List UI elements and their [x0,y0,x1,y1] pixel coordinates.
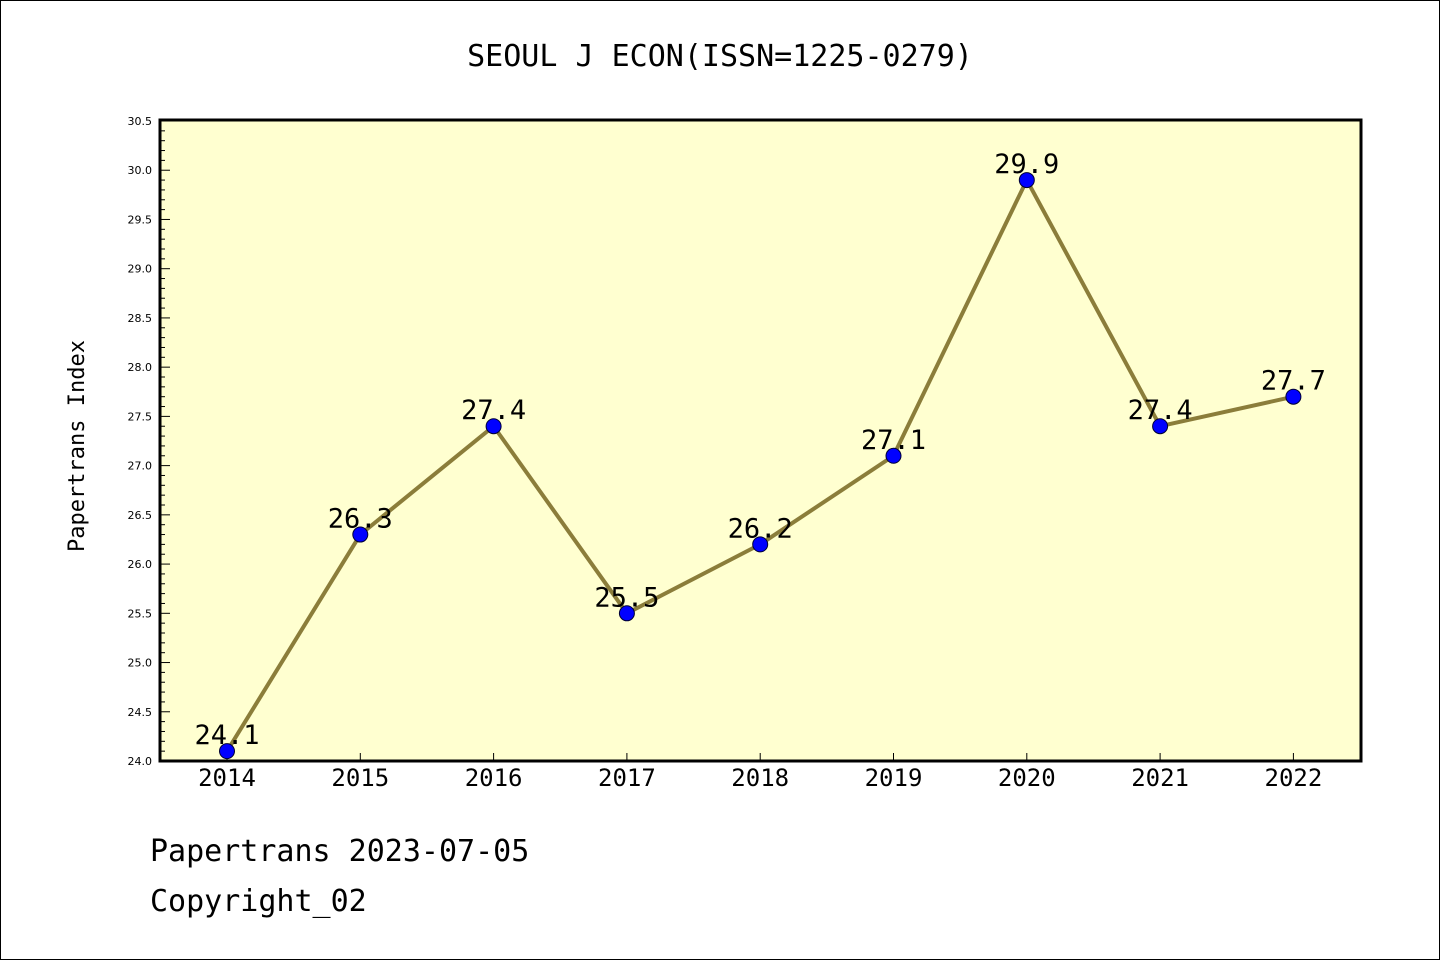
data-point [618,605,635,622]
y-tick-label: 29.0 [128,263,153,276]
data-label: 26.2 [728,513,793,544]
data-point [1285,388,1302,405]
x-tick-label: 2022 [1265,764,1323,792]
data-label: 27.4 [1128,395,1193,426]
y-tick-label: 24.5 [128,706,153,719]
plot-border [158,118,1363,763]
y-axis-label: Papertrans Index [65,340,90,552]
x-tick-label: 2015 [331,764,389,792]
x-tick-label: 2019 [865,764,923,792]
y-tick-label: 24.0 [128,755,153,768]
x-tick-label: 2021 [1131,764,1189,792]
data-label: 24.1 [194,720,259,751]
y-tick-label: 30.0 [128,164,153,177]
data-label: 27.7 [1261,366,1326,397]
footer-copyright: Copyright_02 [150,884,367,919]
y-tick-label: 27.5 [128,410,153,423]
y-axis: 24.0 24.5 25.0 25.5 26.0 26.5 27.0 27.5 28.0 28.5… [128,115,170,768]
chart-title: SEOUL J ECON(ISSN=1225-0279) [467,39,973,74]
y-tick-label: 26.5 [128,509,153,522]
x-tick-label: 2020 [998,764,1056,792]
data-point [1018,172,1035,189]
plot-area [160,120,1361,761]
x-tick-label: 2014 [198,764,256,792]
y-tick-label: 25.0 [128,657,153,670]
data-point [485,418,502,435]
x-tick-label: 2018 [731,764,789,792]
data-point [352,526,369,543]
y-tick-label: 29.5 [128,213,153,226]
footer-date: Papertrans 2023-07-05 [150,834,530,869]
data-markers [219,172,1302,760]
y-tick-label: 28.0 [128,361,153,374]
data-label: 29.9 [994,149,1059,180]
x-tick-label: 2017 [598,764,656,792]
data-label: 25.5 [594,582,659,613]
x-axis: 2014 2015 2016 2017 2018 2019 2020 2021 2022 [198,753,1322,792]
data-labels: 24.1 26.3 27.4 25.5 26.2 27.1 29.9 27.4 27.7 [194,149,1325,751]
data-point [885,447,902,464]
data-label: 27.1 [861,425,926,456]
data-point [752,536,769,553]
data-point [219,743,235,760]
y-tick-label: 28.5 [128,312,153,325]
data-point [1152,418,1169,435]
y-tick-label: 27.0 [128,460,153,473]
y-tick-label: 25.5 [128,607,153,620]
data-label: 26.3 [328,504,393,535]
y-tick-label: 30.5 [128,115,153,128]
data-label: 27.4 [461,395,526,426]
x-tick-label: 2016 [465,764,523,792]
y-tick-label: 26.0 [128,558,153,571]
